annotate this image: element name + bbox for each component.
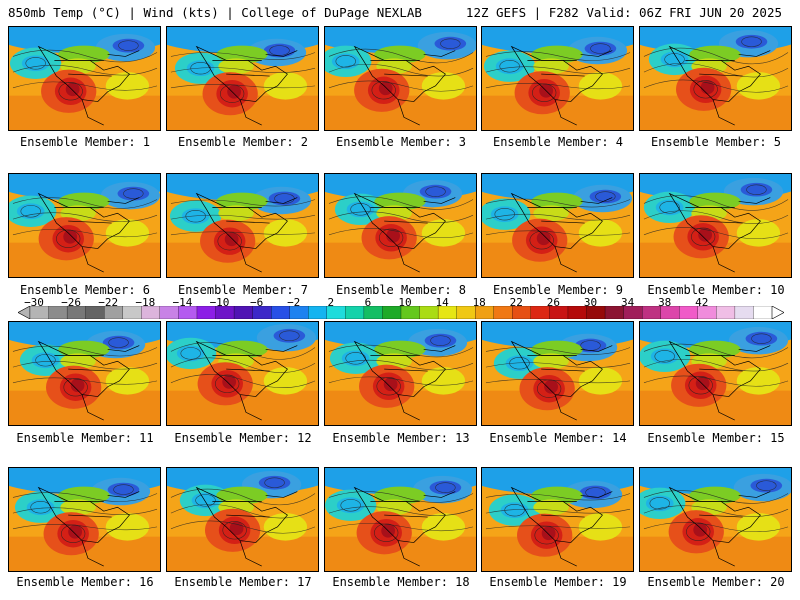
- ensemble-member-map-5: [639, 26, 792, 131]
- ensemble-member-label-12: Ensemble Member: 12: [174, 431, 312, 445]
- colorbar-tick-label: −22: [98, 296, 119, 309]
- colorbar-tick-label: −26: [61, 296, 82, 309]
- ensemble-member-map-7: [166, 173, 319, 278]
- ensemble-member-map-12: [166, 321, 319, 426]
- ensemble-member-label-4: Ensemble Member: 4: [492, 135, 624, 149]
- ensemble-member-map-20: [639, 467, 792, 572]
- ensemble-member-label-17: Ensemble Member: 17: [174, 575, 312, 589]
- ensemble-member-map-17: [166, 467, 319, 572]
- ensemble-member-label-19: Ensemble Member: 19: [489, 575, 627, 589]
- colorbar-tick-label: 18: [472, 296, 486, 309]
- ensemble-member-map-10: [639, 173, 792, 278]
- ensemble-member-label-2: Ensemble Member: 2: [177, 135, 309, 149]
- colorbar-tick-label: 26: [546, 296, 561, 309]
- run-info: 12Z GEFS | F282 Valid: 06Z FRI JUN 20 20…: [465, 5, 782, 20]
- colorbar-tick-label: 10: [398, 296, 412, 309]
- ensemble-member-map-9: [481, 173, 634, 278]
- colorbar-tick-label: −2: [287, 296, 301, 309]
- colorbar-tick-label: 38: [658, 296, 672, 309]
- ensemble-member-map-16: [8, 467, 161, 572]
- ensemble-member-label-14: Ensemble Member: 14: [489, 431, 627, 445]
- ensemble-member-map-2: [166, 26, 319, 131]
- ensemble-member-label-18: Ensemble Member: 18: [332, 575, 470, 589]
- colorbar-tick-label: 34: [620, 296, 635, 309]
- ensemble-member-map-18: [324, 467, 477, 572]
- colorbar-tick-label: 6: [364, 296, 372, 309]
- ensemble-member-label-8: Ensemble Member: 8: [335, 283, 467, 297]
- colorbar-tick-label: −30: [24, 296, 44, 309]
- colorbar-tick-label: −6: [249, 296, 264, 309]
- ensemble-member-label-3: Ensemble Member: 3: [335, 135, 467, 149]
- ensemble-member-label-20: Ensemble Member: 20: [647, 575, 785, 589]
- ensemble-member-label-6: Ensemble Member: 6: [19, 283, 151, 297]
- header: 850mb Temp (°C) | Wind (kts) | College o…: [0, 0, 800, 22]
- ensemble-member-label-9: Ensemble Member: 9: [492, 283, 624, 297]
- ensemble-member-map-3: [324, 26, 477, 131]
- colorbar: [18, 306, 784, 319]
- ensemble-member-map-15: [639, 321, 792, 426]
- colorbar-tick-label: 2: [327, 296, 335, 309]
- ensemble-member-label-1: Ensemble Member: 1: [19, 135, 151, 149]
- colorbar-tick-label: −10: [209, 296, 230, 309]
- colorbar-labels: −30 −26 −22 −18 −14 −10 −6 −2 2 6 10 14 18 22 26 30 34 38…: [0, 296, 800, 309]
- ensemble-member-map-1: [8, 26, 161, 131]
- ensemble-member-label-11: Ensemble Member: 11: [16, 431, 154, 445]
- ensemble-member-label-13: Ensemble Member: 13: [332, 431, 470, 445]
- colorbar-tick-label: −14: [172, 296, 193, 309]
- ensemble-member-map-11: [8, 321, 161, 426]
- ensemble-member-label-7: Ensemble Member: 7: [177, 283, 309, 297]
- ensemble-member-label-10: Ensemble Member: 10: [647, 283, 785, 297]
- ensemble-member-map-4: [481, 26, 634, 131]
- ensemble-member-label-15: Ensemble Member: 15: [647, 431, 785, 445]
- colorbar-tick-label: −18: [135, 296, 156, 309]
- ensemble-member-map-13: [324, 321, 477, 426]
- ensemble-member-map-19: [481, 467, 634, 572]
- page-title: 850mb Temp (°C) | Wind (kts) | College o…: [8, 5, 422, 20]
- ensemble-member-label-5: Ensemble Member: 5: [650, 135, 782, 149]
- colorbar-tick-label: 14: [435, 296, 449, 309]
- colorbar-tick-label: 42: [695, 296, 709, 309]
- ensemble-member-map-14: [481, 321, 634, 426]
- colorbar-tick-label: 30: [583, 296, 598, 309]
- colorbar-tick-label: 22: [509, 296, 523, 309]
- ensemble-member-label-16: Ensemble Member: 16: [16, 575, 154, 589]
- ensemble-member-map-6: [8, 173, 161, 278]
- ensemble-member-map-8: [324, 173, 477, 278]
